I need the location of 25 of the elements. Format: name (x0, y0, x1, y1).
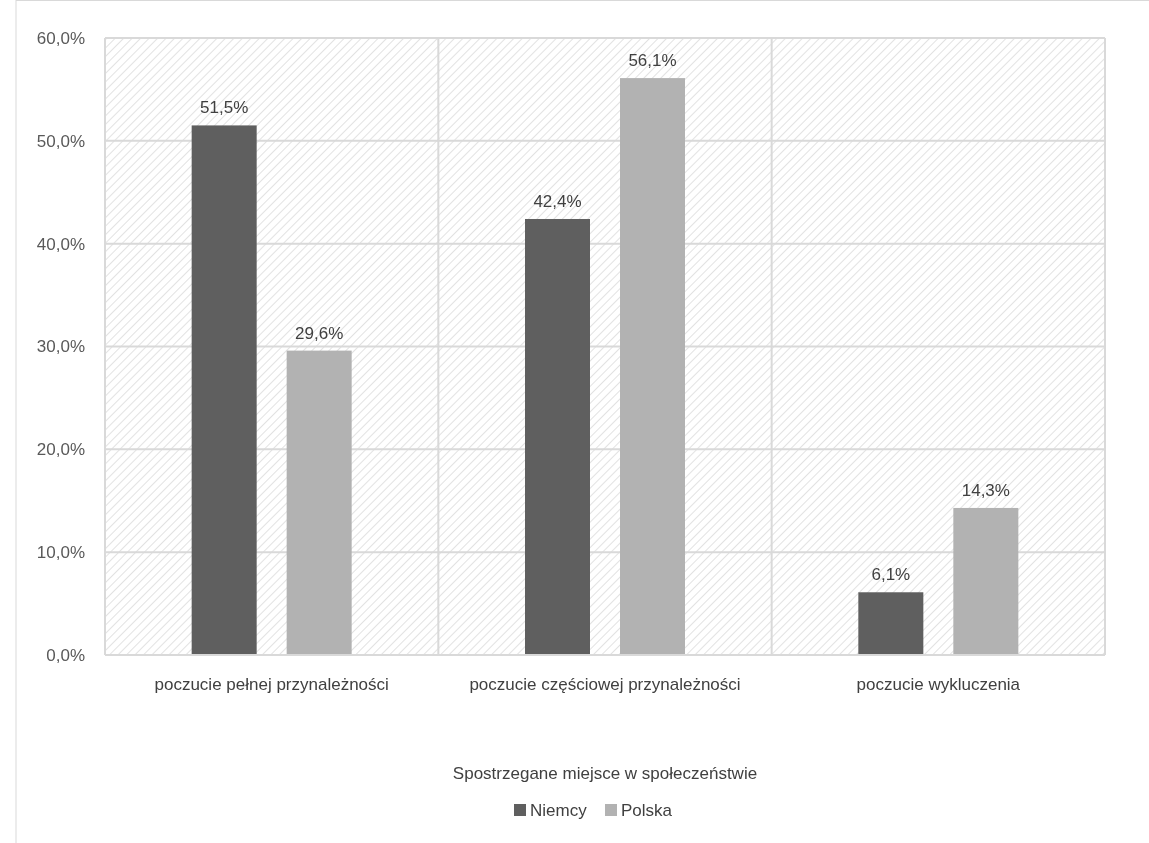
x-tick-label: poczucie pełnej przynależności (154, 675, 389, 694)
bar (953, 507, 1019, 655)
y-tick-label: 60,0% (36, 28, 85, 48)
data-label: 29,6% (295, 323, 344, 343)
x-tick-label: poczucie częściowej przynależności (469, 675, 741, 694)
bar (286, 350, 352, 655)
y-tick-label: 0,0% (46, 645, 85, 665)
legend-label: Polska (621, 800, 673, 820)
bar (525, 218, 590, 655)
y-tick-label: 30,0% (36, 337, 85, 357)
y-tick-label: 50,0% (36, 131, 85, 151)
data-label: 51,5% (200, 98, 249, 118)
legend-label: Niemcy (530, 800, 588, 820)
x-tick-label: poczucie wykluczenia (856, 675, 1021, 694)
data-label: 42,4% (533, 191, 582, 211)
x-axis-title: Spostrzegane miejsce w społeczeństwie (452, 764, 758, 783)
bar (191, 125, 257, 655)
data-label: 56,1% (628, 51, 677, 71)
y-tick-label: 40,0% (36, 234, 85, 254)
data-label: 14,3% (961, 480, 1010, 500)
bar (858, 592, 924, 655)
y-tick-label: 10,0% (36, 543, 85, 563)
data-label: 6,1% (871, 565, 911, 585)
y-tick-label: 20,0% (36, 440, 85, 460)
bar (620, 78, 685, 655)
